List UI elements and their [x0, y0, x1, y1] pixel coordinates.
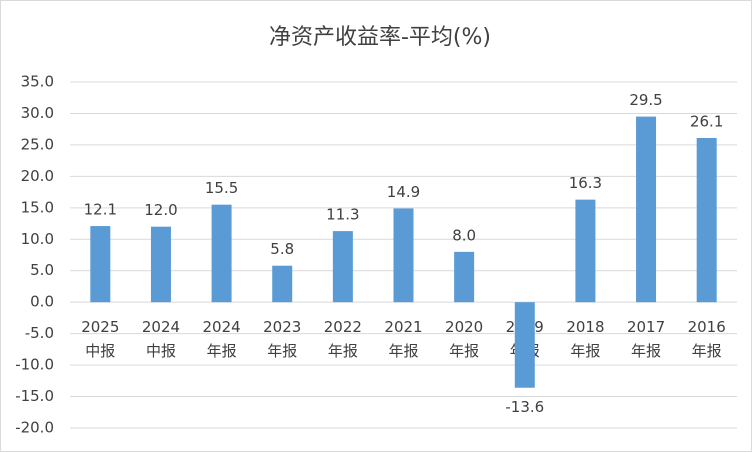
- bar: [90, 226, 111, 303]
- y-tick-label: 10.0: [21, 230, 54, 248]
- y-tick-label: -20.0: [15, 419, 54, 437]
- x-tick-line: 2025: [81, 318, 119, 336]
- x-tick-line: 中报: [146, 342, 176, 360]
- x-tick-line: 年报: [207, 342, 237, 360]
- bar: [636, 116, 657, 303]
- x-tick-line: 年报: [570, 342, 600, 360]
- x-tick-label: 2025 中报: [81, 318, 119, 360]
- x-tick-line: 年报: [267, 342, 297, 360]
- data-label: -13.6: [505, 398, 544, 416]
- bar: [150, 226, 171, 303]
- x-tick-line: 2024: [202, 318, 240, 336]
- x-tick-line: 2023: [263, 318, 301, 336]
- x-tick-line: 年报: [449, 342, 479, 360]
- x-tick-label: 2018 年报: [566, 318, 604, 360]
- x-tick-line: 年报: [631, 342, 661, 360]
- x-tick-line: 2016: [688, 318, 726, 336]
- bar: [272, 265, 293, 303]
- x-tick-line: 2017: [627, 318, 665, 336]
- x-tick-line: 2022: [324, 318, 362, 336]
- y-tick-label: 0.0: [30, 293, 54, 311]
- x-tick-line: 年报: [388, 342, 418, 360]
- y-tick-label: 35.0: [21, 73, 54, 91]
- data-label: 14.9: [387, 183, 420, 201]
- y-tick-label: 5.0: [30, 261, 54, 279]
- y-tick-label: -10.0: [15, 356, 54, 374]
- x-tick-line: 年报: [328, 342, 358, 360]
- bar: [454, 251, 475, 303]
- data-label: 8.0: [452, 226, 476, 244]
- x-tick-label: 2024 年报: [202, 318, 240, 360]
- data-label: 26.1: [690, 112, 723, 130]
- y-tick-label: 20.0: [21, 167, 54, 185]
- y-tick-label: -5.0: [25, 324, 54, 342]
- x-tick-label: 2020 年报: [445, 318, 483, 360]
- x-tick-label: 2017 年报: [627, 318, 665, 360]
- y-tick-label: 30.0: [21, 104, 54, 122]
- bar: [332, 231, 353, 303]
- x-tick-label: 2021 年报: [384, 318, 422, 360]
- x-tick-line: 年报: [692, 342, 722, 360]
- data-label: 11.3: [326, 206, 359, 224]
- data-label: 12.1: [84, 201, 117, 219]
- x-tick-line: 2021: [384, 318, 422, 336]
- data-label: 15.5: [205, 179, 238, 197]
- data-label: 12.0: [144, 201, 177, 219]
- data-label: 5.8: [270, 240, 294, 258]
- y-tick-label: -15.0: [15, 387, 54, 405]
- x-tick-line: 2024: [142, 318, 180, 336]
- data-label: 16.3: [569, 174, 602, 192]
- x-tick-label: 2024 中报: [142, 318, 180, 360]
- bar: [696, 137, 717, 303]
- bar: [575, 199, 596, 303]
- x-tick-label: 2023 年报: [263, 318, 301, 360]
- y-tick-label: 15.0: [21, 198, 54, 216]
- data-label: 29.5: [629, 91, 662, 109]
- x-tick-label: 2016 年报: [688, 318, 726, 360]
- bar: [211, 204, 232, 303]
- x-tick-label: 2022 年报: [324, 318, 362, 360]
- x-tick-line: 2020: [445, 318, 483, 336]
- x-tick-line: 2018: [566, 318, 604, 336]
- bar: [393, 208, 414, 303]
- x-tick-line: 中报: [85, 342, 115, 360]
- y-tick-label: 25.0: [21, 135, 54, 153]
- chart-title: 净资产收益率-平均(%): [269, 25, 491, 50]
- bar: [514, 302, 535, 388]
